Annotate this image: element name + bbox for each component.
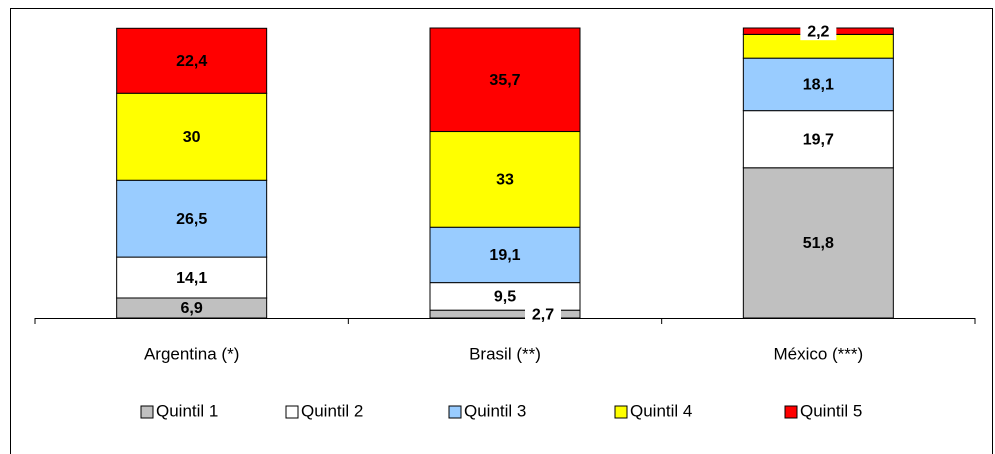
legend-swatch bbox=[140, 405, 154, 419]
legend-swatch bbox=[784, 405, 798, 419]
label-box bbox=[800, 22, 837, 41]
bar-segment bbox=[742, 57, 894, 112]
legend-label: Quintil 3 bbox=[464, 401, 526, 420]
value-label: 26,5 bbox=[176, 211, 207, 228]
value-label: 2,2 bbox=[807, 23, 829, 40]
bar-segment bbox=[116, 179, 268, 258]
x-tick-label: Brasil (**) bbox=[469, 344, 541, 363]
value-label: 30 bbox=[183, 129, 201, 146]
value-label: 6,9 bbox=[181, 300, 203, 317]
bar-segment bbox=[429, 27, 581, 133]
legend-swatch bbox=[448, 405, 462, 419]
bar-segment bbox=[116, 92, 268, 181]
legend-label: Quintil 4 bbox=[630, 401, 692, 420]
value-label: 19,1 bbox=[489, 247, 520, 264]
bar-segment bbox=[742, 167, 894, 319]
value-label: 22,4 bbox=[176, 53, 207, 70]
x-tick-label: México (***) bbox=[773, 344, 863, 363]
x-tick-label: Argentina (*) bbox=[144, 344, 239, 363]
value-label: 14,1 bbox=[176, 270, 207, 287]
bar-segment bbox=[116, 27, 268, 94]
bar-segment bbox=[742, 110, 894, 169]
value-label: 51,8 bbox=[803, 235, 834, 252]
label-box bbox=[525, 305, 561, 324]
value-label: 33 bbox=[496, 172, 514, 189]
value-label: 18,1 bbox=[803, 77, 834, 94]
chart-frame bbox=[10, 8, 993, 454]
value-label: 35,7 bbox=[489, 72, 520, 89]
legend-swatch bbox=[614, 405, 628, 419]
value-label: 9,5 bbox=[494, 289, 516, 306]
legend-label: Quintil 1 bbox=[156, 401, 218, 420]
bar-segment bbox=[429, 226, 581, 284]
legend-label: Quintil 5 bbox=[800, 401, 862, 420]
value-label: 19,7 bbox=[803, 131, 834, 148]
bar-segment bbox=[116, 256, 268, 299]
value-label: 2,7 bbox=[532, 306, 554, 323]
legend-swatch bbox=[285, 405, 299, 419]
bar-segment bbox=[429, 131, 581, 228]
legend-label: Quintil 2 bbox=[301, 401, 363, 420]
